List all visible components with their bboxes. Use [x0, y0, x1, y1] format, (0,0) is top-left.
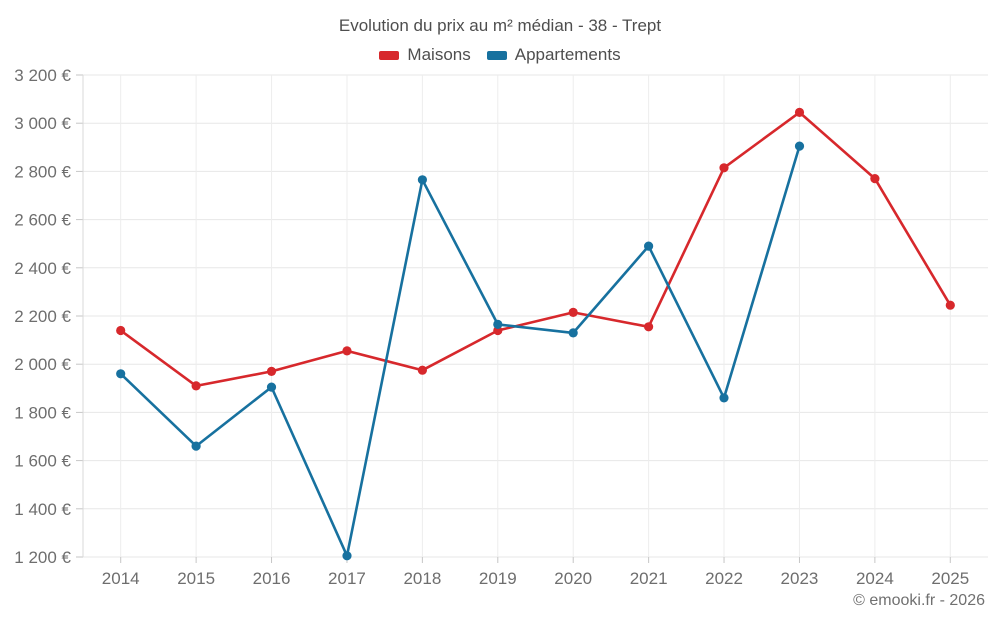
x-axis-label: 2019: [479, 569, 517, 588]
copyright-text: © emooki.fr - 2026: [853, 592, 985, 609]
y-axis-label: 2 800 €: [14, 162, 71, 181]
legend-item-appartements[interactable]: Appartements: [486, 45, 621, 65]
x-axis-label: 2021: [630, 569, 668, 588]
chart-legend: Maisons Appartements: [0, 45, 1000, 65]
data-point-maisons[interactable]: [644, 322, 654, 332]
x-axis-label: 2015: [177, 569, 215, 588]
data-point-maisons[interactable]: [568, 307, 578, 317]
y-axis-label: 1 800 €: [14, 403, 71, 422]
data-point-maisons[interactable]: [945, 300, 955, 310]
y-axis-label: 3 200 €: [14, 66, 71, 85]
legend-item-maisons[interactable]: Maisons: [379, 45, 471, 65]
legend-swatch-icon: [486, 50, 507, 60]
y-axis-label: 1 600 €: [14, 452, 71, 471]
data-point-appartements[interactable]: [719, 393, 729, 403]
legend-swatch-icon: [379, 50, 400, 60]
y-axis-label: 2 400 €: [14, 259, 71, 278]
data-point-maisons[interactable]: [794, 107, 805, 117]
data-point-maisons[interactable]: [870, 174, 880, 184]
data-point-maisons[interactable]: [417, 365, 427, 375]
y-axis-label: 3 000 €: [14, 114, 71, 133]
y-axis-label: 2 200 €: [14, 307, 71, 326]
y-axis-label: 1 200 €: [14, 548, 71, 567]
legend-label: Appartements: [514, 45, 621, 64]
data-point-appartements[interactable]: [794, 141, 805, 151]
data-point-appartements[interactable]: [417, 175, 427, 185]
x-axis-label: 2018: [403, 569, 441, 588]
data-point-appartements[interactable]: [116, 369, 126, 379]
data-point-maisons[interactable]: [266, 366, 277, 376]
x-axis-label: 2016: [253, 569, 291, 588]
data-point-maisons[interactable]: [116, 325, 126, 336]
data-point-appartements[interactable]: [266, 382, 277, 392]
series-line-maisons: [119, 111, 952, 388]
data-point-maisons[interactable]: [719, 163, 729, 173]
x-axis-label: 2024: [856, 569, 894, 588]
y-axis-label: 2 000 €: [14, 355, 71, 374]
x-axis-label: 2025: [931, 569, 969, 588]
legend-label: Maisons: [407, 45, 471, 64]
data-point-maisons[interactable]: [191, 381, 201, 391]
series-line-appartements: [119, 144, 801, 558]
y-axis-label: 2 600 €: [14, 211, 71, 230]
x-axis-label: 2014: [102, 569, 140, 588]
data-point-maisons[interactable]: [342, 346, 352, 356]
data-point-appartements[interactable]: [568, 328, 578, 338]
x-axis-label: 2017: [328, 569, 366, 588]
data-point-appartements[interactable]: [191, 441, 201, 451]
data-point-appartements[interactable]: [342, 551, 352, 561]
data-point-appartements[interactable]: [644, 241, 654, 251]
data-point-appartements[interactable]: [493, 319, 503, 329]
y-axis-label: 1 400 €: [14, 500, 71, 519]
chart-title: Evolution du prix au m² médian - 38 - Tr…: [338, 16, 662, 35]
x-axis-label: 2022: [705, 569, 743, 588]
x-axis-label: 2023: [781, 569, 819, 588]
x-axis-label: 2020: [554, 569, 592, 588]
